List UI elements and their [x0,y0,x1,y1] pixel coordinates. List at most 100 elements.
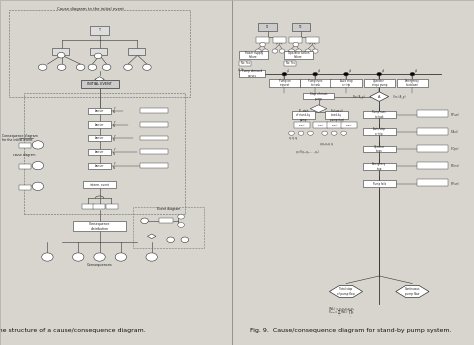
Text: barrier: barrier [95,150,104,154]
Circle shape [410,72,415,76]
FancyBboxPatch shape [269,79,300,87]
Text: Fig. 9.  Cause/consequence diagram for stand-by pump system.: Fig. 9. Cause/consequence diagram for st… [250,328,452,333]
Text: Consequence
distribution: Consequence distribution [89,222,110,230]
Text: Operator
stops: Operator stops [374,145,385,153]
Text: p1: p1 [287,69,290,73]
Circle shape [167,237,174,243]
Text: P(Pum): P(Pum) [450,181,459,186]
Circle shape [178,214,184,219]
FancyBboxPatch shape [19,143,31,148]
FancyBboxPatch shape [93,204,105,209]
FancyBboxPatch shape [330,79,362,87]
FancyBboxPatch shape [363,128,396,135]
FancyBboxPatch shape [140,136,168,140]
Text: $q_1 q_2 q_3 q_4 q_5$: $q_1 q_2 q_3 q_4 q_5$ [319,141,335,148]
Circle shape [76,64,85,70]
Polygon shape [95,77,104,82]
Polygon shape [147,234,156,239]
Polygon shape [310,105,327,112]
Text: barrier: barrier [95,164,104,168]
Circle shape [38,64,47,70]
FancyBboxPatch shape [88,149,111,155]
FancyBboxPatch shape [397,79,428,87]
Circle shape [308,131,313,135]
Circle shape [73,253,84,261]
Text: T1: T1 [266,25,270,29]
FancyBboxPatch shape [140,149,168,154]
Circle shape [260,42,265,47]
Text: Y: Y [113,121,115,125]
FancyBboxPatch shape [363,180,396,187]
FancyBboxPatch shape [140,163,168,168]
Text: event: event [346,125,352,126]
Circle shape [57,64,66,70]
Circle shape [263,49,268,53]
Text: Auto stop
or trip: Auto stop or trip [340,79,352,87]
Circle shape [279,49,285,53]
FancyBboxPatch shape [327,122,343,128]
FancyBboxPatch shape [88,121,111,128]
Text: event: event [332,125,338,126]
FancyBboxPatch shape [303,93,334,99]
Text: A: A [378,95,381,99]
FancyBboxPatch shape [239,61,251,66]
Circle shape [32,161,44,170]
Text: p2: p2 [318,69,321,73]
Text: Emergency
shutdown: Emergency shutdown [405,79,420,87]
Text: N: N [113,124,115,128]
Text: $q = f(q_1, q_2, ..., q_n)$: $q = f(q_1, q_2, ..., q_n)$ [295,148,321,156]
Text: No  Yes: No Yes [286,61,295,66]
Text: Failure of
stand-by
pump start: Failure of stand-by pump start [329,109,344,122]
Text: Fig. 8.  The structure of a cause/consequence diagram.: Fig. 8. The structure of a cause/consequ… [0,328,146,333]
FancyBboxPatch shape [90,26,109,34]
Text: Operator
stops pump: Operator stops pump [372,79,387,87]
Text: P(Aut): P(Aut) [450,130,458,134]
Circle shape [331,131,337,135]
Circle shape [293,42,299,47]
FancyBboxPatch shape [81,80,118,88]
Circle shape [344,72,348,76]
Circle shape [141,218,148,224]
Circle shape [312,49,318,53]
Text: Emergency
stop: Emergency stop [372,162,386,170]
FancyBboxPatch shape [88,108,111,114]
FancyBboxPatch shape [300,79,331,87]
Text: Pump demand
occurs: Pump demand occurs [242,69,263,78]
Circle shape [115,253,127,261]
FancyBboxPatch shape [417,110,448,117]
Circle shape [32,182,44,190]
FancyBboxPatch shape [363,163,396,170]
Text: N: N [113,138,115,142]
Text: Stop of main
pump: Stop of main pump [310,92,328,100]
Text: Cause diagram to the initial event: Cause diagram to the initial event [57,7,124,11]
Bar [24,93,185,214]
FancyBboxPatch shape [106,204,118,209]
Circle shape [181,237,189,243]
Text: Y: Y [113,162,115,166]
Text: Power supply
failure: Power supply failure [245,51,263,59]
Text: No  Yes: No Yes [241,61,250,66]
Text: Y: Y [113,107,115,111]
Circle shape [255,49,261,53]
Text: Yes (A_p): Yes (A_p) [393,95,406,99]
Text: Auto stop
or trip: Auto stop or trip [373,128,385,136]
FancyBboxPatch shape [364,79,395,87]
FancyBboxPatch shape [325,111,348,119]
Text: Pl. start
of stand-by
pump: Pl. start of stand-by pump [296,109,310,122]
Circle shape [124,64,132,70]
Text: N: N [113,166,115,170]
FancyBboxPatch shape [128,48,145,55]
FancyBboxPatch shape [239,70,265,77]
Circle shape [282,72,287,76]
Circle shape [88,64,97,70]
Text: N: N [113,110,115,115]
Circle shape [289,131,294,135]
Polygon shape [396,286,429,297]
Text: Y: Y [113,148,115,152]
FancyBboxPatch shape [140,122,168,127]
FancyBboxPatch shape [292,23,310,31]
Circle shape [341,131,346,135]
Text: P(Ope): P(Ope) [450,147,459,151]
FancyBboxPatch shape [88,163,111,169]
FancyBboxPatch shape [417,145,448,152]
